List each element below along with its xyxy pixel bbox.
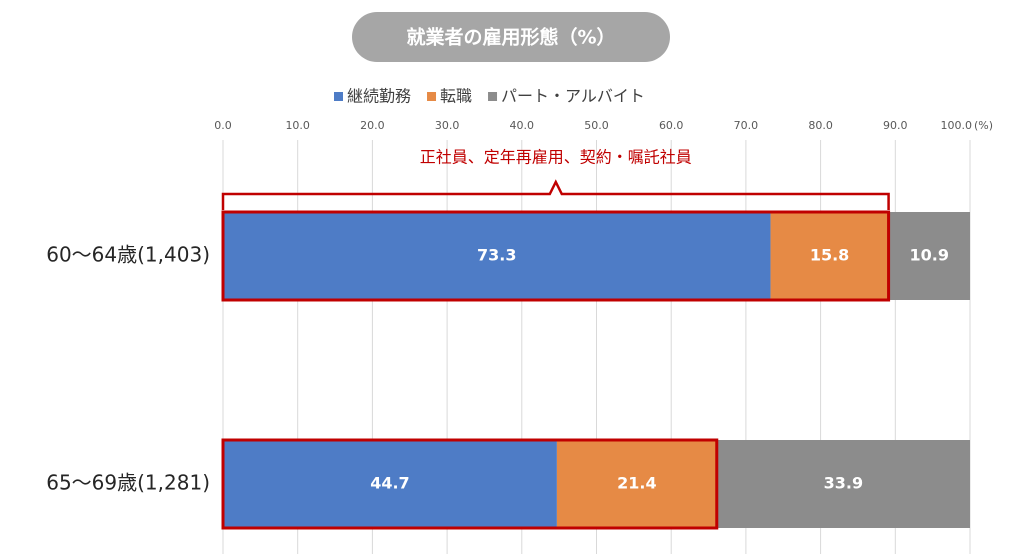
annotation: 正社員、定年再雇用、契約・嘱託社員	[420, 148, 692, 167]
bracket	[221, 179, 890, 210]
y-tick-label: 65～69歳(1,281)	[46, 471, 210, 495]
data-label: 21.4	[617, 474, 656, 493]
title-pill	[352, 12, 670, 62]
bar-segment	[223, 440, 557, 528]
x-tick-label: 90.0	[883, 119, 908, 132]
highlight-box	[221, 210, 891, 302]
x-tick-label: 70.0	[734, 119, 759, 132]
bar-segment	[888, 212, 970, 300]
bar-segment	[223, 212, 771, 300]
bar-segment	[770, 212, 889, 300]
x-tick-label: 100.0	[941, 119, 973, 132]
legend-swatch	[488, 92, 498, 101]
data-label: 44.7	[370, 474, 409, 493]
legend-swatch	[334, 92, 343, 101]
data-label: 73.3	[477, 246, 516, 265]
x-tick-label: 80.0	[808, 119, 833, 132]
x-tick-label: 20.0	[360, 119, 385, 132]
highlight-box	[221, 438, 719, 530]
data-label: 10.9	[910, 246, 949, 265]
data-label: 33.9	[824, 474, 863, 493]
chart-title: 就業者の雇用形態（%）	[406, 26, 615, 49]
y-tick-label: 60～64歳(1,403)	[46, 243, 210, 267]
legend-swatch	[427, 92, 437, 101]
legend-label: 継続勤務	[347, 87, 411, 106]
x-tick-label: 30.0	[435, 119, 460, 132]
data-label: 15.8	[810, 246, 849, 265]
legend-label: 転職	[440, 87, 472, 106]
bar-segment	[716, 440, 970, 528]
x-tick-label: 40.0	[510, 119, 535, 132]
x-unit: (%)	[974, 119, 993, 132]
x-tick-label: 0.0	[214, 119, 232, 132]
x-tick-label: 60.0	[659, 119, 684, 132]
legend-label: パート・アルバイト	[501, 87, 645, 106]
x-tick-label: 10.0	[285, 119, 310, 132]
x-tick-label: 50.0	[584, 119, 609, 132]
bar-segment	[556, 440, 717, 528]
